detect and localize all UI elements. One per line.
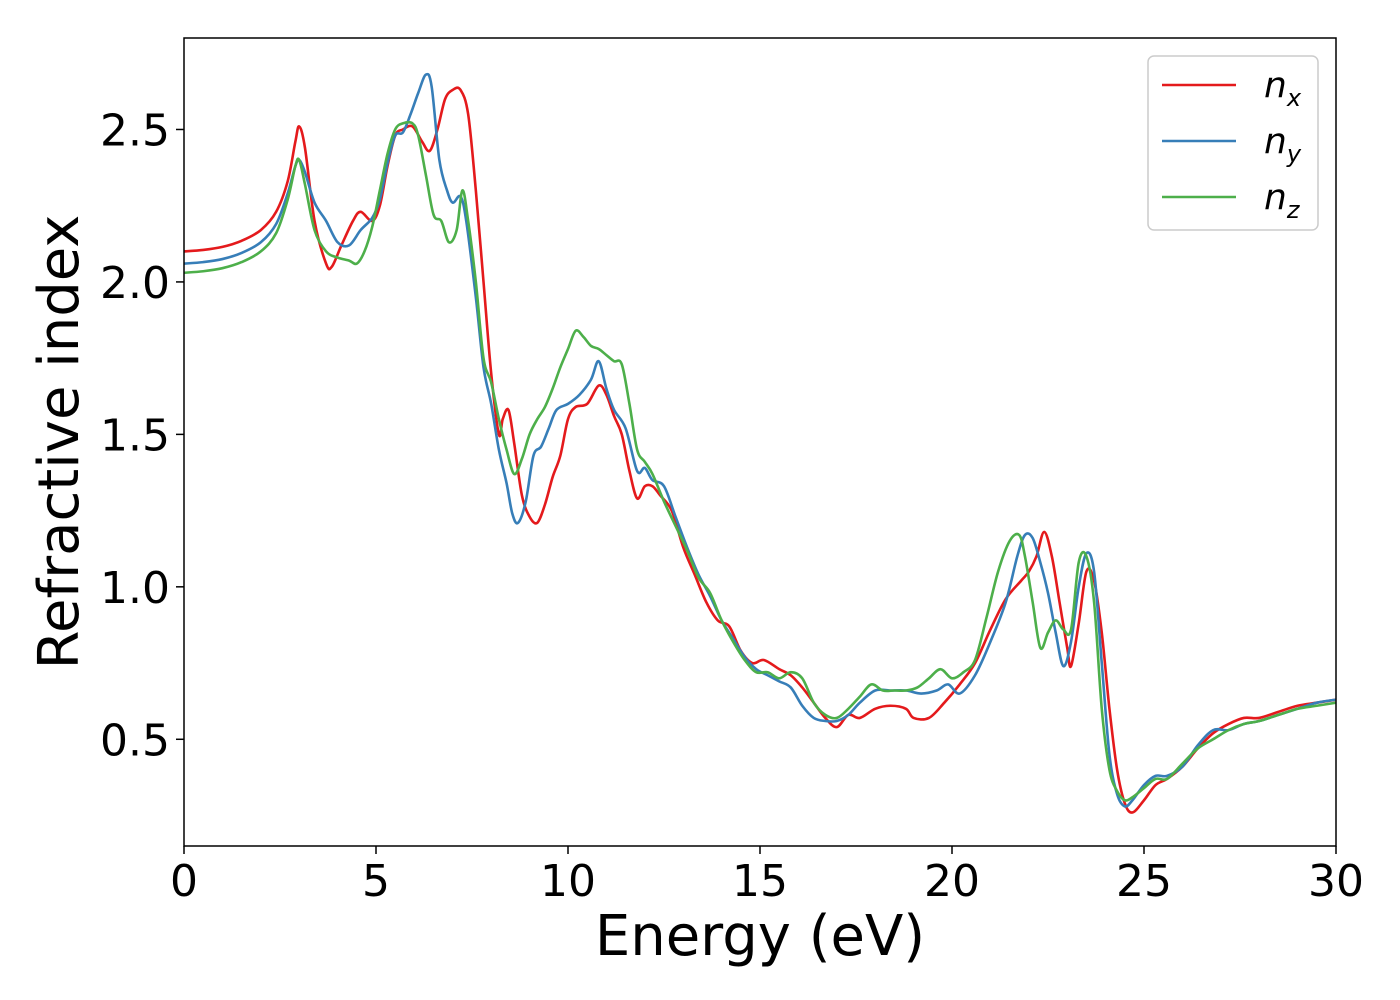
series-line-n-z: [184, 120, 1336, 802]
legend-box: [1147, 55, 1319, 231]
y-tick-label: 2.5: [100, 105, 170, 156]
x-tick-label: 10: [540, 856, 596, 907]
y-tick-label: 2.0: [100, 258, 170, 309]
x-tick-label: 25: [1116, 856, 1172, 907]
y-axis-title: Refractive index: [27, 215, 92, 670]
legend-label-n-y: ny: [1264, 121, 1302, 168]
x-tick-label: 0: [170, 856, 198, 907]
x-tick-label: 20: [924, 856, 980, 907]
y-tick-label: 1.5: [100, 410, 170, 461]
x-tick-label: 30: [1308, 856, 1364, 907]
y-tick-label: 1.0: [100, 563, 170, 614]
legend-label-n-x: nx: [1264, 65, 1302, 112]
y-axis-ticks: 0.5 1.0 1.5 2.0 2.5: [100, 105, 184, 766]
legend: nx ny nz: [1147, 55, 1319, 231]
x-axis-title: Energy (eV): [595, 904, 925, 969]
x-tick-label: 5: [362, 856, 390, 907]
legend-label-n-z: nz: [1264, 177, 1301, 224]
x-axis-ticks: 0 5 10 15 20 25 30: [170, 846, 1364, 907]
y-tick-label: 0.5: [100, 715, 170, 766]
x-tick-label: 15: [732, 856, 788, 907]
series-layer: [184, 72, 1336, 814]
